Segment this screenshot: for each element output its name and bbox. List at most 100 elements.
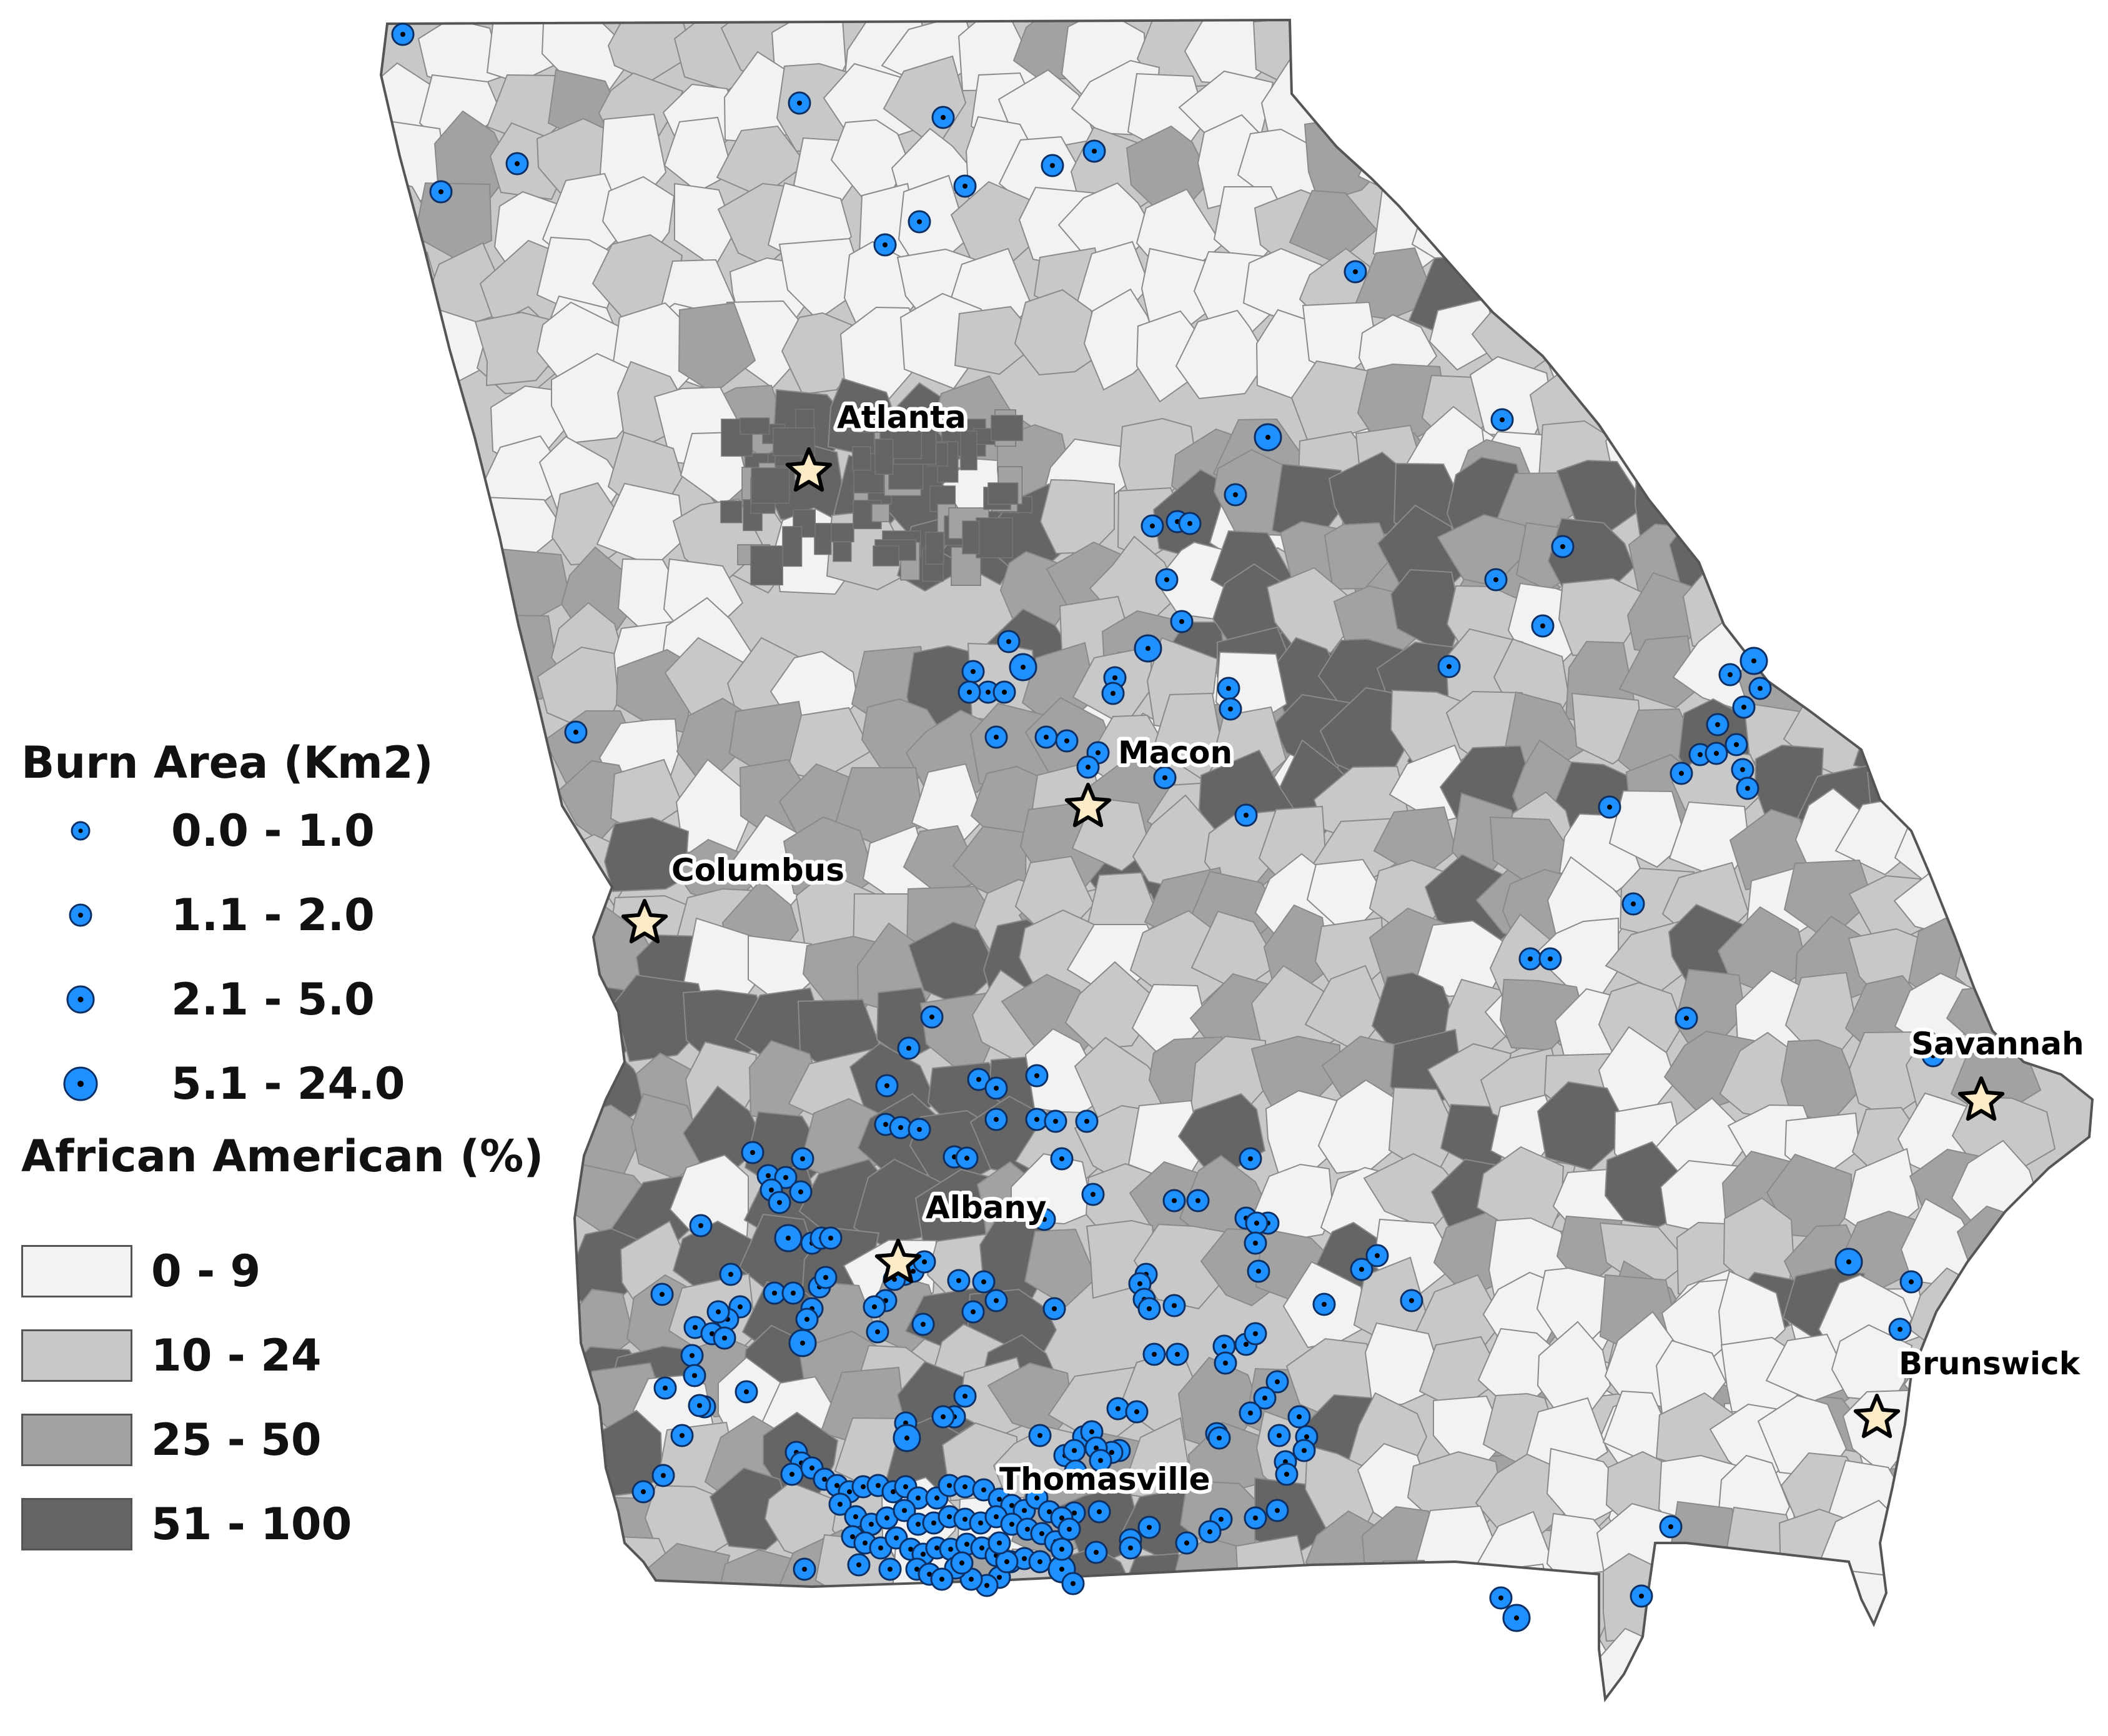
census-tract — [1950, 1261, 2041, 1351]
census-tract — [1586, 186, 1681, 266]
burn-area-marker — [847, 1553, 871, 1577]
census-tract — [782, 526, 803, 567]
burn-area-marker — [1725, 733, 1748, 756]
burn-area-marker — [1247, 1259, 1270, 1283]
city-star-icon — [1957, 1076, 2005, 1121]
burn-area-marker — [1748, 677, 1772, 700]
census-tract — [1653, 242, 1740, 333]
census-tract — [1235, 1534, 1311, 1618]
city-label: Albany — [926, 1189, 1047, 1226]
burn-legend-label: 2.1 - 5.0 — [171, 974, 375, 1025]
burn-area-marker — [1292, 1439, 1316, 1462]
census-tract — [1014, 289, 1100, 376]
burn-area-marker — [1089, 1449, 1112, 1472]
city-label: Savannah — [1911, 1026, 2084, 1062]
burn-area-marker — [961, 660, 985, 683]
burn-area-marker — [959, 1567, 983, 1591]
burn-area-marker — [1134, 634, 1162, 663]
burn-area-marker — [972, 1270, 996, 1294]
census-tract — [1533, 194, 1618, 284]
burn-area-marker — [1178, 512, 1202, 535]
city-star-icon — [785, 447, 833, 492]
burn-area-marker — [1245, 1211, 1269, 1235]
burn-legend-label: 5.1 - 24.0 — [171, 1058, 405, 1109]
burn-area-marker — [735, 1380, 758, 1404]
census-tract — [1413, 1619, 1510, 1699]
burn-area-marker — [1244, 1506, 1267, 1530]
census-tract — [1658, 303, 1744, 379]
census-tract — [1970, 809, 2052, 881]
burn-area-marker — [893, 1424, 921, 1452]
census-tract — [1485, 114, 1570, 209]
census-tract — [1606, 120, 1683, 223]
burn-area-marker — [1234, 803, 1258, 827]
burn-area-marker — [789, 1180, 813, 1204]
census-tract — [1720, 422, 1794, 498]
burn-area-marker — [1219, 697, 1242, 721]
burn-area-marker — [950, 1551, 974, 1575]
burn-area-marker — [1044, 1109, 1067, 1133]
burn-area-marker — [1165, 1342, 1189, 1366]
burn-area-marker — [1365, 1244, 1389, 1267]
census-tract — [852, 446, 871, 471]
burn-area-marker — [1732, 695, 1756, 719]
burn-area-marker — [1032, 1208, 1056, 1231]
burn-area-marker — [958, 680, 981, 704]
burn-area-marker — [819, 1226, 843, 1250]
burn-area-marker — [1042, 1297, 1066, 1321]
burn-swatch-icon — [63, 1066, 98, 1101]
census-tract — [1601, 370, 1691, 455]
census-tract — [1660, 372, 1739, 450]
census-tract — [750, 545, 783, 586]
city-star-icon — [1853, 1394, 1901, 1439]
census-tract — [991, 415, 1023, 442]
african-american-legend: African American (%) — [21, 1131, 543, 1182]
census-tract — [1800, 584, 1885, 660]
burn-area-marker — [689, 1214, 713, 1238]
burn-area-marker — [631, 1480, 655, 1504]
census-tract — [1856, 523, 1934, 605]
census-tract — [1668, 504, 1768, 594]
burn-area-marker — [688, 1394, 711, 1417]
census-tract — [1706, 1568, 1793, 1644]
census-tract — [1796, 518, 1889, 588]
census-tract — [1765, 1333, 1853, 1402]
burn-area-marker — [1028, 1424, 1052, 1447]
census-tract — [1024, 1228, 1097, 1307]
burn-area-marker — [908, 1118, 931, 1141]
city-label: Brunswick — [1899, 1346, 2081, 1382]
burn-area-legend: Burn Area (Km2) — [21, 737, 433, 788]
census-tract — [1656, 1557, 1751, 1648]
burn-area-marker — [564, 720, 588, 744]
burn-area-marker — [1137, 1297, 1161, 1321]
census-tract — [1613, 238, 1691, 312]
census-tract — [1799, 442, 1901, 538]
census-tract — [1133, 1223, 1238, 1310]
burn-area-marker — [931, 106, 955, 129]
city-label: Macon — [1118, 735, 1232, 771]
burn-area-marker — [955, 1146, 979, 1170]
burn-area-marker — [788, 91, 811, 115]
burn-area-marker — [1921, 1044, 1945, 1068]
census-tract — [603, 816, 690, 893]
burn-area-marker — [795, 1307, 819, 1331]
burn-area-marker — [680, 1344, 704, 1367]
census-tract — [720, 500, 743, 523]
aa-legend-row: 10 - 24 — [21, 1324, 322, 1387]
census-tract — [1533, 134, 1632, 218]
burn-area-marker — [1267, 1424, 1291, 1447]
burn-area-marker — [1490, 408, 1514, 432]
burn-area-marker — [1538, 947, 1562, 971]
census-tract — [873, 545, 900, 567]
burn-area-marker — [1502, 1604, 1531, 1632]
census-tract — [1807, 644, 1874, 725]
census-tract — [925, 532, 944, 565]
burn-area-marker — [1350, 1257, 1373, 1281]
burn-area-marker — [391, 22, 415, 46]
aa-swatch — [21, 1329, 132, 1382]
census-tract — [1719, 247, 1787, 328]
burn-swatch-icon — [71, 821, 91, 841]
burn-area-marker — [1142, 1342, 1166, 1366]
burn-area-marker — [1518, 947, 1542, 971]
burn-area-marker — [1162, 1189, 1186, 1213]
